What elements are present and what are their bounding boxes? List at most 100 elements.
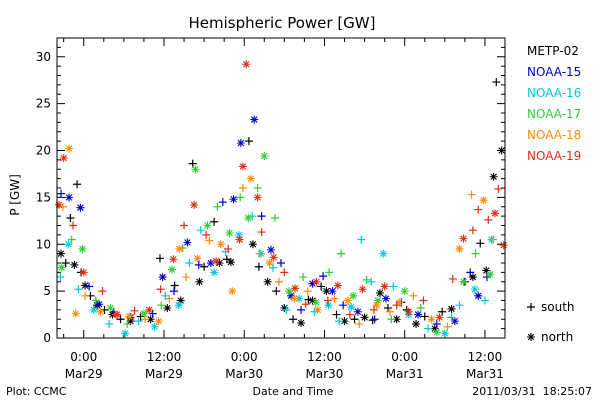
data-point-north — [253, 193, 262, 202]
data-point-north — [353, 307, 362, 316]
data-point-south — [416, 304, 425, 312]
data-point-south — [141, 315, 150, 324]
data-point-south — [57, 189, 66, 198]
series-noaa-17 — [57, 152, 495, 337]
data-point-south — [56, 273, 65, 282]
data-point-north — [468, 273, 477, 282]
data-point-north — [450, 317, 459, 326]
data-point-south — [447, 313, 456, 322]
data-point-north — [154, 317, 163, 326]
data-point-north — [203, 221, 212, 230]
data-point-north — [263, 277, 272, 286]
data-point-south — [289, 315, 298, 324]
data-point-north — [57, 249, 66, 258]
data-point-south — [180, 221, 189, 230]
legend-item-noaa-17: NOAA-17 — [527, 107, 581, 121]
data-point-north — [459, 234, 468, 243]
data-point-south — [222, 255, 231, 264]
data-point-north — [139, 309, 148, 318]
data-point-north — [479, 196, 488, 205]
data-point-south — [202, 230, 211, 239]
marker-legend-south-symbol — [527, 303, 535, 311]
data-point-north — [373, 296, 382, 305]
data-point-south — [238, 184, 247, 192]
x-tick-label-time: 0:00 — [70, 350, 97, 364]
legend: METP-02 NOAA-15 NOAA-16 NOAA-17 NOAA-18 NOAA-… — [527, 44, 581, 163]
data-point-north — [295, 294, 304, 303]
data-point-north — [191, 165, 200, 174]
data-point-south — [170, 287, 179, 296]
footer-timestamp: 2011/03/31 18:25:07 — [472, 385, 592, 398]
data-point-south — [476, 239, 485, 248]
x-tick-label-date: Mar29 — [145, 367, 183, 381]
data-point-north — [76, 203, 85, 212]
data-point-north — [78, 244, 87, 253]
data-point-north — [260, 152, 269, 161]
marker-legend: south north — [527, 300, 575, 344]
data-point-north — [246, 174, 255, 183]
data-point-north — [358, 285, 367, 294]
data-point-south — [466, 268, 475, 277]
data-point-south — [357, 235, 366, 244]
data-point-south — [443, 322, 452, 331]
data-point-south — [130, 306, 139, 315]
data-point-south — [467, 190, 476, 199]
data-point-north — [210, 268, 219, 277]
data-point-north — [163, 304, 172, 312]
data-point-north — [412, 319, 421, 328]
data-point-south — [61, 259, 70, 267]
data-point-north — [287, 291, 296, 300]
data-point-north — [474, 291, 483, 300]
data-point-north — [311, 298, 320, 307]
data-point-south — [81, 291, 90, 300]
data-point-north — [312, 277, 321, 286]
data-point-south — [350, 315, 359, 324]
data-point-south — [254, 262, 263, 271]
data-point-north — [324, 301, 333, 310]
chart-title: Hemispheric Power [GW] — [189, 14, 376, 32]
data-point-north — [89, 305, 98, 314]
legend-item-noaa-19: NOAA-19 — [527, 149, 581, 163]
data-point-north — [435, 313, 444, 322]
data-point-south — [165, 294, 174, 303]
data-point-north — [248, 240, 257, 249]
data-point-north — [400, 287, 409, 296]
data-point-north — [168, 265, 177, 274]
data-point-north — [489, 172, 498, 181]
data-point-north — [64, 240, 73, 249]
data-point-south — [337, 249, 346, 258]
data-point-north — [340, 317, 349, 326]
data-point-north — [145, 305, 154, 314]
data-point-south — [323, 296, 332, 305]
data-point-south — [355, 319, 364, 328]
data-point-south — [455, 301, 464, 310]
y-tick-label: 20 — [36, 144, 51, 158]
series-noaa-18 — [59, 144, 497, 331]
data-point-south — [370, 315, 379, 324]
y-axis-label: P [GW] — [8, 174, 22, 216]
data-point-north — [308, 279, 317, 288]
data-point-north — [414, 310, 423, 319]
data-point-north — [121, 329, 130, 338]
data-point-south — [448, 274, 457, 283]
data-point-south — [330, 294, 339, 303]
data-point-north — [183, 238, 192, 247]
data-point-south — [484, 215, 493, 224]
data-point-north — [266, 245, 275, 254]
data-point-south — [362, 275, 371, 284]
data-point-south — [98, 287, 107, 296]
data-point-north — [93, 301, 102, 310]
data-point-south — [170, 281, 179, 290]
data-point-south — [196, 226, 205, 235]
data-point-north — [455, 244, 464, 253]
data-point-south — [157, 301, 166, 310]
data-points — [55, 60, 508, 338]
data-point-south — [332, 310, 341, 319]
data-point-south — [480, 296, 489, 305]
data-point-north — [486, 270, 495, 279]
data-point-south — [389, 282, 398, 291]
data-point-south — [244, 137, 253, 146]
data-point-north — [238, 162, 247, 171]
data-point-south — [335, 317, 344, 326]
